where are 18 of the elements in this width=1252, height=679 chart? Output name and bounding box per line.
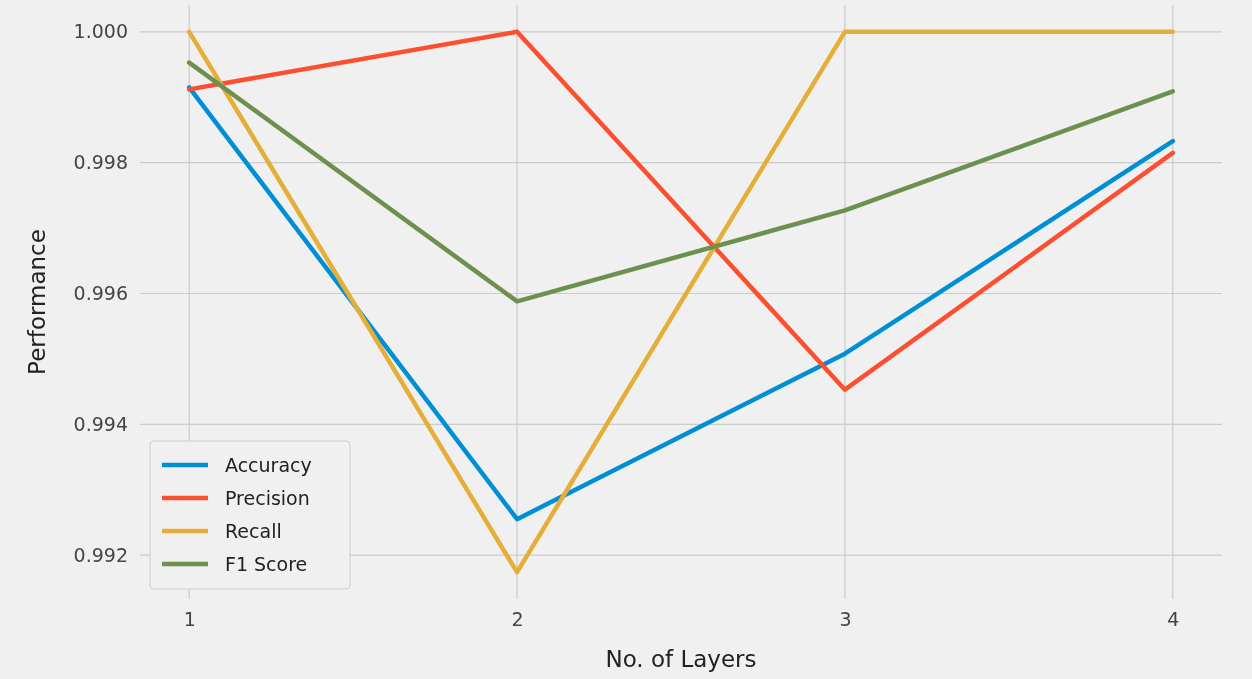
legend-label: Precision: [225, 487, 310, 509]
legend-label: Accuracy: [225, 454, 312, 476]
x-tick-label: 2: [511, 608, 524, 631]
y-tick-label: 0.992: [73, 543, 128, 566]
legend-label: Recall: [225, 520, 282, 542]
legend-label: F1 Score: [225, 553, 308, 575]
line-series: [186, 60, 1176, 304]
line-series: [186, 29, 1176, 392]
y-axis-title: Performance: [24, 229, 50, 375]
x-tick-label: 1: [183, 608, 196, 631]
x-tick-label: 3: [839, 608, 852, 631]
y-tick-label: 0.994: [73, 412, 128, 435]
y-tick-label: 0.996: [73, 282, 128, 305]
x-axis-title: No. of Layers: [605, 646, 757, 672]
x-tick-label: 4: [1167, 608, 1180, 631]
y-tick-label: 0.998: [73, 151, 128, 174]
y-tick-label: 1.000: [73, 20, 128, 43]
line-series: [186, 85, 1176, 522]
